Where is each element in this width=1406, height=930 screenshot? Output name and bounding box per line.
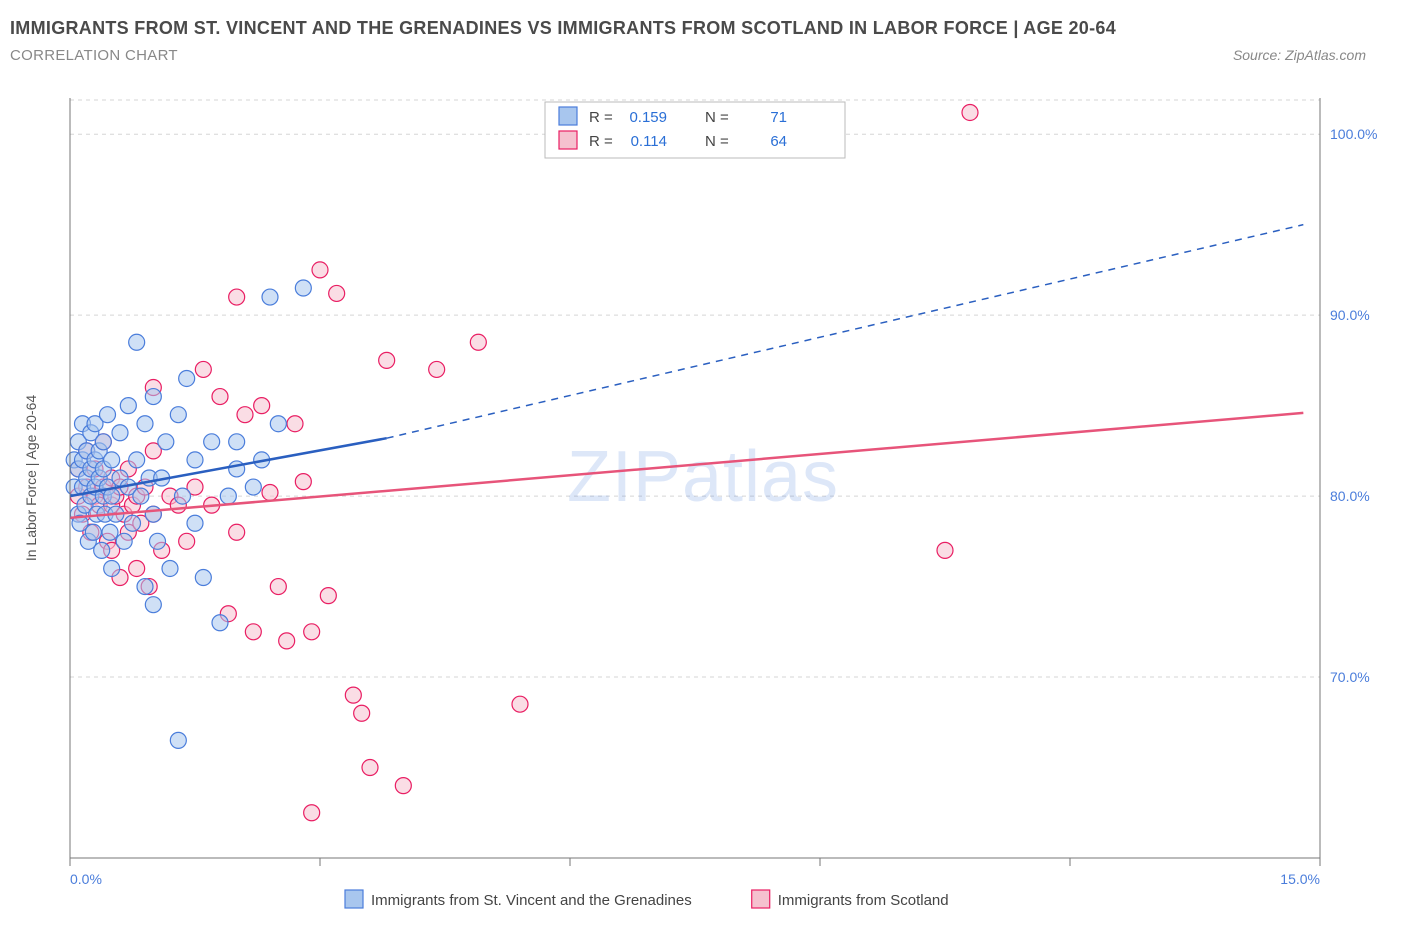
svg-text:N =: N =	[705, 133, 729, 150]
scatter-point	[362, 760, 378, 776]
scatter-point	[379, 352, 395, 368]
scatter-point	[179, 370, 195, 386]
scatter-point	[137, 416, 153, 432]
scatter-point	[120, 398, 136, 414]
svg-text:15.0%: 15.0%	[1280, 871, 1320, 887]
scatter-point	[145, 389, 161, 405]
scatter-point	[395, 778, 411, 794]
scatter-point	[212, 615, 228, 631]
chart-title: IMMIGRANTS FROM ST. VINCENT AND THE GREN…	[10, 18, 1396, 39]
scatter-point	[245, 624, 261, 640]
scatter-point	[320, 588, 336, 604]
source-attribution: Source: ZipAtlas.com	[1233, 47, 1366, 63]
scatter-point	[112, 425, 128, 441]
scatter-point	[262, 484, 278, 500]
scatter-point	[104, 452, 120, 468]
scatter-point	[270, 416, 286, 432]
chart-subtitle: CORRELATION CHART	[10, 47, 178, 64]
svg-text:71: 71	[770, 109, 787, 126]
scatter-point	[345, 687, 361, 703]
svg-text:Immigrants from Scotland: Immigrants from Scotland	[778, 892, 949, 909]
scatter-point	[129, 334, 145, 350]
svg-text:90.0%: 90.0%	[1330, 307, 1370, 323]
svg-text:0.114: 0.114	[631, 133, 667, 150]
svg-text:R =: R =	[589, 133, 613, 150]
scatter-point	[262, 289, 278, 305]
y-axis-label: In Labor Force | Age 20-64	[23, 395, 39, 562]
scatter-point	[102, 524, 118, 540]
svg-text:0.0%: 0.0%	[70, 871, 102, 887]
scatter-point	[137, 579, 153, 595]
scatter-point	[470, 334, 486, 350]
trend-line-blue-dash	[387, 225, 1304, 439]
scatter-point	[429, 361, 445, 377]
scatter-point	[187, 515, 203, 531]
scatter-point	[129, 560, 145, 576]
scatter-point	[204, 434, 220, 450]
scatter-point	[270, 579, 286, 595]
scatter-point	[304, 624, 320, 640]
scatter-point	[220, 488, 236, 504]
scatter-point	[354, 705, 370, 721]
scatter-point	[329, 285, 345, 301]
svg-text:0.159: 0.159	[629, 109, 667, 126]
scatter-point	[85, 524, 101, 540]
scatter-point	[195, 361, 211, 377]
scatter-point	[212, 389, 228, 405]
scatter-point	[312, 262, 328, 278]
scatter-point	[100, 407, 116, 423]
stats-legend: R = 0.159 N = 71 R = 0.114 N = 64	[545, 102, 845, 158]
scatter-point	[170, 732, 186, 748]
scatter-point	[162, 560, 178, 576]
scatter-point	[245, 479, 261, 495]
scatter-point	[254, 398, 270, 414]
scatter-point	[116, 533, 132, 549]
scatter-point	[145, 506, 161, 522]
scatter-point	[237, 407, 253, 423]
scatter-point	[145, 597, 161, 613]
scatter-point	[937, 542, 953, 558]
scatter-point	[179, 533, 195, 549]
scatter-point	[279, 633, 295, 649]
scatter-point	[187, 452, 203, 468]
scatter-point	[175, 488, 191, 504]
svg-text:70.0%: 70.0%	[1330, 669, 1370, 685]
scatter-point	[158, 434, 174, 450]
svg-text:N =: N =	[705, 109, 729, 126]
trend-line-blue	[70, 438, 387, 496]
svg-text:64: 64	[770, 133, 787, 150]
scatter-point	[150, 533, 166, 549]
scatter-point	[104, 560, 120, 576]
scatter-point	[125, 515, 141, 531]
bottom-legend: Immigrants from St. Vincent and the Gren…	[345, 890, 949, 909]
scatter-point	[95, 434, 111, 450]
svg-text:100.0%: 100.0%	[1330, 126, 1377, 142]
scatter-point	[229, 434, 245, 450]
scatter-point	[295, 280, 311, 296]
scatter-point	[129, 452, 145, 468]
scatter-point	[295, 474, 311, 490]
chart-area: ZIPatlas 0.0% 15.0% 70.0% 80.0% 90.0% 100.0% In…	[10, 90, 1396, 920]
scatter-point	[304, 805, 320, 821]
scatter-point	[170, 407, 186, 423]
svg-text:R =: R =	[589, 109, 613, 126]
svg-text:ZIPatlas: ZIPatlas	[567, 437, 839, 517]
scatter-point	[133, 488, 149, 504]
svg-text:Immigrants from St. Vincent an: Immigrants from St. Vincent and the Gren…	[371, 892, 692, 909]
scatter-point	[195, 570, 211, 586]
scatter-point	[229, 289, 245, 305]
scatter-point	[229, 524, 245, 540]
scatter-point	[512, 696, 528, 712]
scatter-point	[962, 104, 978, 120]
scatter-point	[287, 416, 303, 432]
svg-text:80.0%: 80.0%	[1330, 488, 1370, 504]
scatter-point	[94, 542, 110, 558]
